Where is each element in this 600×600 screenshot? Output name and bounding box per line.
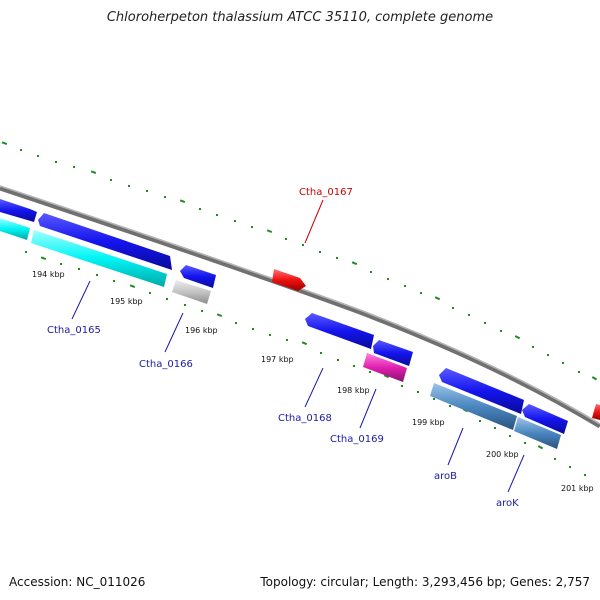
gene-arok-upper[interactable] [522, 404, 568, 434]
gene-labels: Ctha_0165 Ctha_0166 Ctha_0167 Ctha_0168 … [47, 187, 519, 509]
scale-labels: 194 kbp 195 kbp 196 kbp 197 kbp 198 kbp … [32, 270, 594, 493]
inner-tick-ring [25, 251, 586, 476]
label-arok[interactable]: aroK [496, 498, 519, 509]
gene-ctha-0169-upper[interactable] [373, 340, 413, 366]
gene-ctha-0168[interactable] [305, 313, 374, 349]
topology-summary: Topology: circular; Length: 3,293,456 bp… [260, 575, 590, 589]
scale-label-197: 197 kbp [261, 355, 294, 364]
gene-ctha-0169-lower[interactable] [363, 353, 407, 382]
gene-arob-upper[interactable] [439, 368, 524, 414]
genome-backbone [0, 185, 600, 429]
scale-label-199: 199 kbp [412, 418, 445, 427]
scale-label-200: 200 kbp [486, 450, 519, 459]
gene-arob-lower[interactable] [430, 383, 517, 430]
gene-partial-right-red[interactable] [592, 404, 600, 420]
genes-cog-track [0, 218, 561, 449]
label-ctha-0168[interactable]: Ctha_0168 [278, 413, 332, 424]
gene-ctha-0165-lower[interactable] [31, 230, 167, 287]
accession-text: Accession: NC_011026 [9, 575, 146, 589]
label-ctha-0169[interactable]: Ctha_0169 [330, 434, 384, 445]
scale-label-196: 196 kbp [185, 326, 218, 335]
gene-ctha-0166-lower[interactable] [172, 280, 211, 304]
scale-label-194: 194 kbp [32, 270, 65, 279]
gene-arok-lower[interactable] [514, 417, 561, 449]
label-ctha-0165[interactable]: Ctha_0165 [47, 325, 101, 336]
scale-label-195: 195 kbp [110, 297, 143, 306]
map-title: Chloroherpeton thalassium ATCC 35110, co… [106, 10, 494, 25]
label-leader-lines [71, 199, 525, 493]
gene-partial-left[interactable] [0, 199, 37, 222]
label-arob[interactable]: aroB [434, 471, 457, 482]
label-ctha-0166[interactable]: Ctha_0166 [139, 359, 193, 370]
label-ctha-0167[interactable]: Ctha_0167 [299, 187, 353, 198]
outer-tick-ring [1, 141, 598, 381]
genes-forward-strand [272, 269, 600, 420]
genes-reverse-strand [0, 199, 568, 434]
gene-ctha-0165-upper[interactable] [38, 213, 172, 270]
gene-ctha-0167[interactable] [272, 269, 306, 291]
scale-label-198: 198 kbp [337, 386, 370, 395]
gene-ctha-0166-upper[interactable] [180, 265, 216, 288]
scale-label-201: 201 kbp [561, 484, 594, 493]
gene-cyan-partial[interactable] [0, 218, 30, 240]
